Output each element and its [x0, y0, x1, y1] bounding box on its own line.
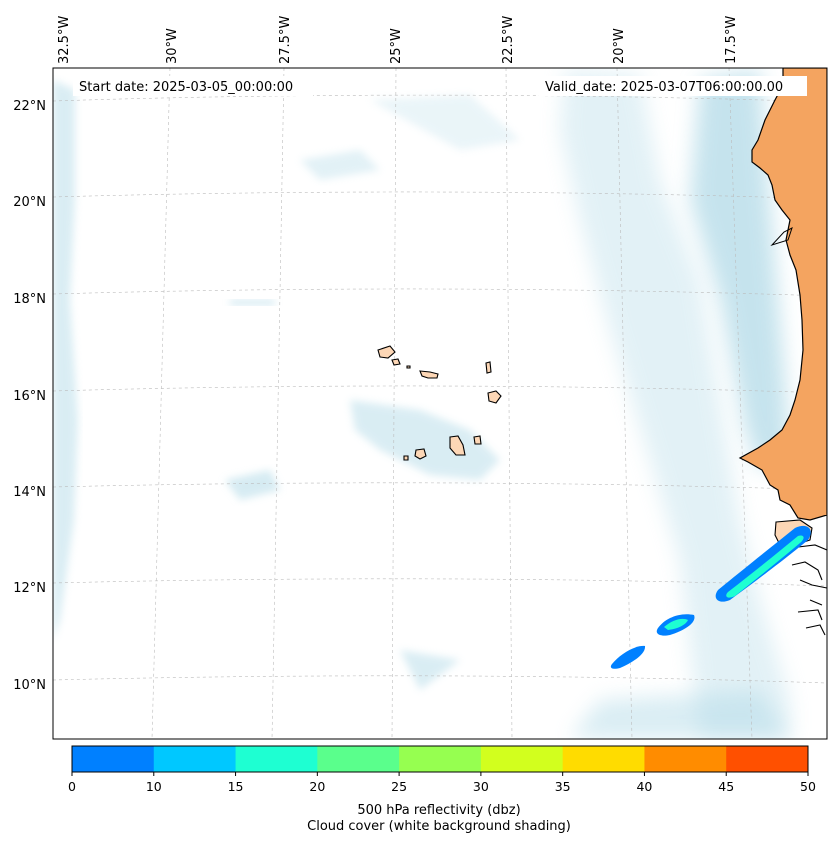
colorbar-segment	[644, 746, 727, 772]
island-santa-luzia	[406, 365, 411, 369]
island-brava	[403, 455, 409, 461]
lat-tick-label: 22°N	[13, 99, 46, 114]
valid-date-label: Valid_date: 2025-03-07T06:00:00.00	[545, 80, 783, 95]
latitude-tick-labels: 22°N 20°N 18°N 16°N 14°N 12°N 10°N	[13, 99, 46, 693]
colorbar-title: 500 hPa reflectivity (dbz)	[357, 803, 520, 818]
map-area	[53, 68, 827, 739]
guinea-coast-line	[789, 544, 827, 636]
lon-tick-label: 27.5°W	[278, 16, 293, 64]
colorbar-tick-label: 50	[800, 779, 816, 794]
colorbar-tick-label: 40	[636, 779, 652, 794]
lon-tick-label: 17.5°W	[724, 16, 739, 64]
longitude-tick-labels: 32.5°W 30°W 27.5°W 25°W 22.5°W 20°W 17.5…	[57, 16, 739, 64]
reflectivity-layer	[610, 525, 811, 669]
grid-lon-25	[391, 68, 397, 739]
island-maio	[473, 435, 482, 445]
colorbar-segment	[562, 746, 645, 772]
africa-land	[738, 68, 827, 521]
cloud-patch-4	[400, 650, 460, 690]
colorbar-segment	[153, 746, 237, 772]
island-santiago	[449, 435, 466, 456]
island-sal	[485, 361, 492, 374]
grid-lat-10	[53, 675, 827, 684]
cape-verde-islands	[377, 345, 502, 461]
colorbar-segment	[317, 746, 400, 772]
reflectivity-band-mid-core	[664, 618, 688, 630]
colorbar-tick-label: 25	[391, 779, 407, 794]
colorbar-tick-label: 15	[228, 779, 244, 794]
cloud-patch-2	[230, 300, 275, 305]
colorbar-segment	[726, 746, 809, 772]
grid-lat-22	[53, 94, 827, 103]
lat-tick-label: 12°N	[13, 581, 46, 596]
lat-tick-label: 16°N	[13, 389, 46, 404]
island-sao-nicolau	[419, 370, 439, 379]
reflectivity-band-main-outer	[715, 525, 811, 602]
cloud-streak-east	[560, 70, 790, 739]
lon-tick-label: 25°W	[389, 28, 404, 64]
lat-tick-label: 18°N	[13, 292, 46, 307]
lon-tick-label: 32.5°W	[57, 16, 72, 64]
grid-lon-27-5	[271, 68, 285, 739]
colorbar: 0 10 15 20 25 30 35 40 45 50	[68, 745, 816, 794]
cloud-cover-layer	[53, 70, 790, 739]
cloud-patch-5	[370, 95, 520, 150]
reflectivity-band-south	[610, 645, 646, 669]
map-frame	[52, 67, 828, 740]
grid-lat-20	[53, 191, 827, 200]
colorbar-subtitle: Cloud cover (white background shading)	[307, 819, 571, 834]
cloud-patch-3	[300, 150, 380, 180]
colorbar-tick-label: 20	[309, 779, 325, 794]
colorbar-segment	[399, 746, 482, 772]
colorbar-tick-label: 0	[68, 779, 76, 794]
cloud-patch-1	[225, 470, 280, 500]
island-boa-vista	[487, 390, 502, 404]
start-date-label: Start date: 2025-03-05_00:00:00	[79, 80, 293, 95]
colorbar-tick-label: 30	[473, 779, 489, 794]
island-santo-antao	[377, 345, 396, 359]
colorbar-tick-label: 45	[718, 779, 734, 794]
grid-lon-22-5	[505, 68, 513, 739]
gridlines	[53, 68, 827, 739]
lon-tick-label: 20°W	[612, 28, 627, 64]
grid-lat-16	[53, 385, 827, 394]
start-date-box	[73, 76, 313, 96]
grid-lon-30	[151, 68, 171, 739]
coast-inlet	[770, 227, 793, 247]
lat-tick-label: 20°N	[13, 195, 46, 210]
colorbar-segment	[72, 746, 155, 772]
lat-tick-label: 14°N	[13, 485, 46, 500]
valid-date-box	[539, 76, 807, 96]
colorbar-tick-label: 10	[146, 779, 162, 794]
lat-tick-label: 10°N	[13, 678, 46, 693]
colorbar-segment	[480, 746, 564, 772]
cloud-islands	[350, 400, 500, 480]
grid-lat-12	[53, 578, 827, 587]
colorbar-tick-label: 35	[555, 779, 571, 794]
reflectivity-band-main-core	[726, 535, 804, 598]
cloud-west-edge	[53, 80, 78, 640]
grid-lon-20	[616, 68, 633, 739]
grid-lat-14	[53, 482, 827, 491]
island-fogo	[414, 448, 427, 460]
colorbar-frame	[71, 745, 809, 773]
cloud-south	[570, 690, 790, 739]
grid-lon-17-5	[728, 68, 753, 739]
lon-tick-label: 30°W	[165, 28, 180, 64]
grid-lat-18	[53, 288, 827, 297]
lon-tick-label: 22.5°W	[501, 16, 516, 64]
island-sao-vicente	[391, 358, 401, 366]
colorbar-segment	[235, 746, 318, 772]
